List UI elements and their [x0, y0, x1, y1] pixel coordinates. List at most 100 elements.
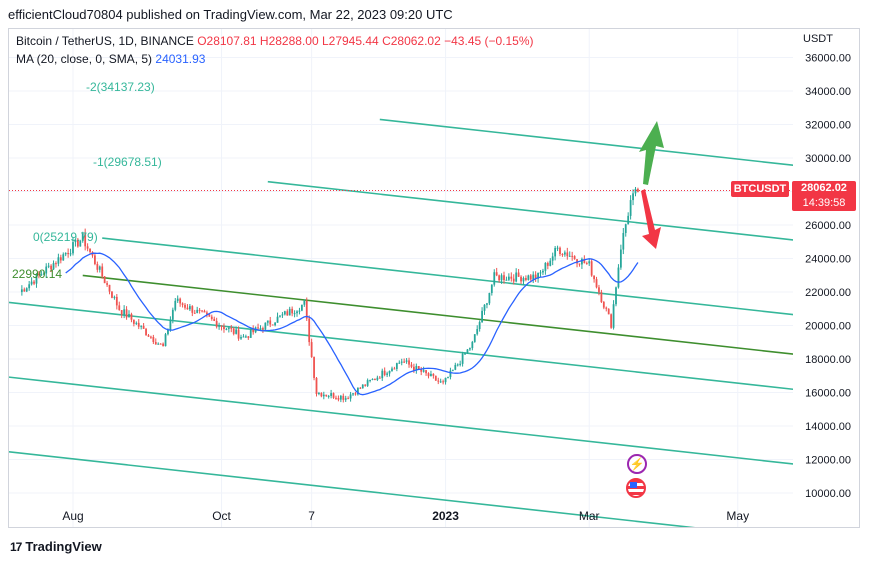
candle-body	[52, 263, 55, 270]
candle-body	[622, 232, 625, 250]
lightning-event-icon[interactable]: ⚡	[627, 454, 647, 474]
candle-body	[313, 357, 315, 378]
candle-body	[583, 258, 586, 264]
tradingview-footer[interactable]: 17 TradingView	[10, 539, 102, 554]
candle-body	[539, 272, 542, 274]
candle-body	[132, 319, 135, 324]
candle-body	[35, 273, 38, 284]
candle-body	[500, 275, 503, 281]
candle-body	[571, 255, 574, 257]
candle-body	[227, 327, 230, 329]
candle-body	[342, 395, 345, 400]
candle-body	[339, 395, 342, 400]
pitchfork-channel-line	[379, 118, 793, 167]
candle-body	[335, 397, 337, 399]
candle-body	[167, 329, 169, 335]
candle-body	[96, 264, 99, 270]
candle-body	[473, 334, 476, 342]
ticker-badge: BTCUSDT	[731, 181, 789, 197]
candle-body	[629, 200, 632, 216]
candle-body	[359, 387, 362, 389]
candle-body	[223, 326, 225, 330]
candle-body	[259, 328, 262, 330]
candle-body	[537, 273, 539, 279]
candle-body	[76, 239, 79, 247]
fib-level-label: -1(29678.51)	[93, 155, 162, 169]
candle-body	[561, 253, 564, 255]
candle-body	[400, 361, 403, 363]
price-axis[interactable]: 36000.0034000.0032000.0030000.0028000.00…	[805, 53, 851, 501]
candle-body	[220, 325, 223, 327]
candle-body	[113, 296, 116, 298]
candle-body	[115, 296, 118, 306]
price-tick-label: 18000.00	[805, 354, 851, 366]
candle-body	[293, 313, 296, 315]
candle-body	[444, 377, 447, 383]
symbol-legend: Bitcoin / TetherUS, 1D, BINANCE O28107.8…	[16, 34, 534, 48]
candle-body	[454, 364, 457, 370]
candle-body	[111, 291, 113, 298]
candle-body	[269, 320, 272, 325]
candle-body	[461, 353, 464, 364]
candle-body	[352, 393, 354, 395]
candle-body	[512, 278, 515, 282]
pitchfork-channel-line	[9, 376, 793, 465]
candle-body	[408, 360, 410, 365]
pitchfork-channels	[9, 118, 793, 527]
candle-body	[120, 310, 123, 315]
candle-body	[203, 310, 206, 313]
candle-body	[266, 320, 269, 323]
candle-body	[237, 329, 240, 339]
candle-body	[615, 287, 617, 305]
candle-body	[388, 370, 391, 374]
candle-body	[276, 316, 279, 323]
candle-body	[296, 311, 298, 314]
candle-body	[395, 363, 398, 369]
candle-body	[28, 284, 31, 289]
symbol-name[interactable]: Bitcoin / TetherUS, 1D, BINANCE	[16, 34, 194, 48]
candle-body	[322, 394, 325, 397]
candle-body	[262, 328, 264, 330]
ohlc-high: H28288.00	[259, 34, 319, 48]
candle-body	[427, 373, 430, 377]
candle-body	[108, 284, 111, 292]
candle-body	[507, 276, 510, 280]
candle-body	[140, 325, 143, 327]
candle-body	[403, 361, 406, 363]
candle-body	[371, 378, 374, 380]
candle-body	[366, 380, 369, 386]
price-tick-label: 10000.00	[805, 488, 851, 500]
price-tick-label: 34000.00	[805, 86, 851, 98]
candle-body	[235, 329, 238, 334]
candle-body	[410, 364, 413, 367]
candle-body	[162, 343, 164, 347]
pitchfork-channel-line	[9, 451, 696, 527]
candle-body	[593, 275, 595, 280]
fib-level-label: 0(25219.79)	[33, 230, 98, 244]
candle-body	[546, 262, 549, 266]
ohlc-low: L27945.44	[321, 34, 379, 48]
ohlc-open: O28107.81	[197, 34, 257, 48]
time-axis[interactable]: Aug Oct 7 2023 Mar May	[62, 509, 749, 523]
fib-level-label: -2(34137.23)	[86, 80, 155, 94]
us-flag-event-icon[interactable]	[626, 478, 646, 498]
candle-body	[607, 308, 610, 315]
candle-body	[386, 373, 389, 375]
candle-body	[55, 263, 57, 265]
candle-body	[308, 318, 311, 343]
candle-body	[578, 263, 581, 265]
candle-body	[559, 247, 561, 254]
candle-body	[405, 360, 408, 362]
ma-label[interactable]: MA (20, close, 0, SMA, 5)	[16, 52, 153, 66]
candle-body	[135, 322, 138, 324]
candle-body	[364, 384, 367, 386]
candle-body	[47, 265, 50, 267]
candle-body	[330, 393, 333, 396]
candle-body	[247, 336, 250, 338]
candle-body	[420, 369, 423, 372]
candle-body	[425, 370, 427, 374]
price-tick-label: 32000.00	[805, 120, 851, 132]
candle-body	[391, 368, 393, 371]
candle-body	[201, 310, 203, 312]
